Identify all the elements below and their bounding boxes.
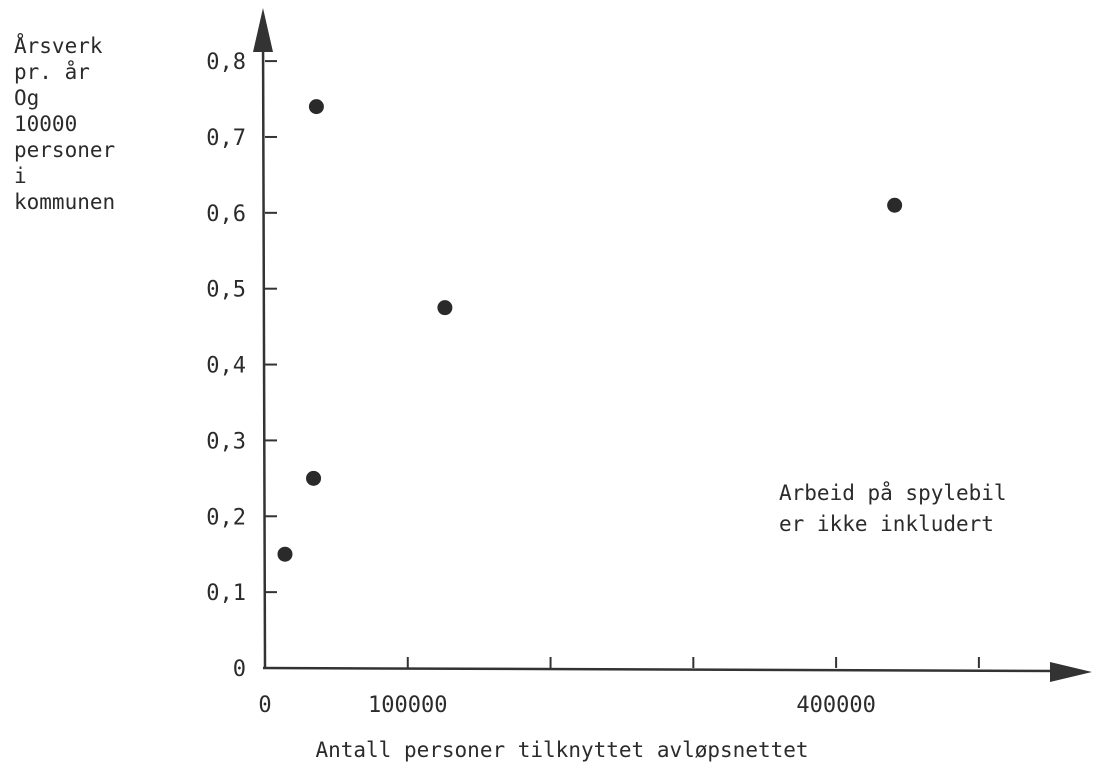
y-tick-label: 0,2 (206, 505, 246, 530)
y-axis-label-line: Og (14, 86, 39, 110)
data-point (277, 546, 293, 562)
y-axis-label-line: i (14, 164, 27, 188)
y-axis-label-line: pr. år (14, 59, 90, 84)
y-axis-label-line: kommunen (14, 190, 115, 214)
y-axis-ticks: 0 0,1 0,2 0,3 0,4 0,5 0,6 0,7 0,8 (206, 50, 277, 682)
y-axis-label: Årsverk pr. år Og 10000 personer i kommu… (14, 32, 115, 214)
annotation-line: Arbeid på spylebil (779, 480, 1007, 505)
x-tick-label: 0 (258, 693, 271, 718)
y-tick-label: 0 (233, 657, 246, 682)
x-tick-label: 100000 (368, 693, 447, 718)
chart-annotation: Arbeid på spylebil er ikke inkludert (779, 480, 1007, 536)
annotation-line: er ikke inkludert (779, 512, 994, 536)
data-point (437, 300, 453, 316)
x-axis-arrowhead (1050, 662, 1092, 682)
x-axis-label: Antall personer tilknyttet avløpsnettet (315, 738, 808, 762)
y-tick-label: 0,8 (206, 50, 246, 75)
y-axis-line (261, 29, 267, 669)
y-tick-label: 0,7 (206, 126, 246, 151)
data-points (277, 99, 903, 562)
data-point (887, 197, 903, 213)
y-axis-label-line: personer (14, 138, 115, 162)
y-axis-label-line: 10000 (14, 112, 77, 136)
axes (253, 8, 1092, 682)
y-axis-arrowhead (253, 8, 273, 52)
y-tick-label: 0,1 (206, 581, 246, 606)
x-axis-ticks: 0 100000 400000 (258, 657, 980, 718)
x-tick-label: 400000 (796, 693, 875, 718)
data-point (306, 470, 322, 486)
y-tick-label: 0,3 (206, 429, 246, 454)
data-point (308, 99, 324, 115)
y-tick-label: 0,4 (206, 354, 246, 379)
y-tick-label: 0,5 (206, 278, 246, 303)
x-axis-line (262, 666, 1061, 673)
y-axis-label-line: Årsverk (14, 32, 103, 58)
y-tick-label: 0,6 (206, 202, 246, 227)
